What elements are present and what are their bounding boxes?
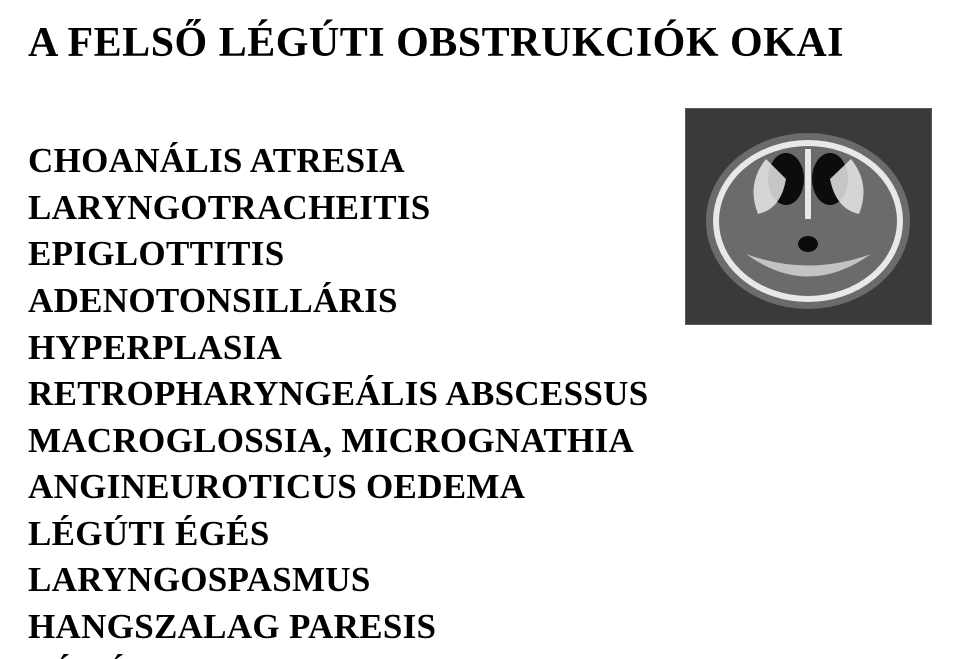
list-item: RETROPHARYNGEÁLIS ABSCESSUS: [28, 371, 655, 418]
ct-scan-figure: [685, 108, 932, 325]
list-item: MACROGLOSSIA, MICROGNATHIA: [28, 418, 655, 465]
list-item: HANGSZALAG PARESIS: [28, 604, 655, 651]
list-item: ADENOTONSILLÁRIS HYPERPLASIA: [28, 278, 655, 371]
content-row: CHOANÁLIS ATRESIA LARYNGOTRACHEITIS EPIG…: [28, 138, 932, 659]
list-item: LARYNGOSPASMUS: [28, 557, 655, 604]
list-item: CHOANÁLIS ATRESIA: [28, 138, 655, 185]
causes-list: CHOANÁLIS ATRESIA LARYNGOTRACHEITIS EPIG…: [28, 138, 655, 659]
slide: A FELSŐ LÉGÚTI OBSTRUKCIÓK OKAI CHOANÁLI…: [0, 0, 960, 659]
list-item: LARYNGOTRACHEITIS: [28, 185, 655, 232]
slide-title: A FELSŐ LÉGÚTI OBSTRUKCIÓK OKAI: [28, 18, 932, 68]
list-item: EPIGLOTTITIS: [28, 231, 655, 278]
list-item: LÉGÚTI ÉGÉS: [28, 511, 655, 558]
ct-scan-icon: [686, 109, 931, 324]
list-item: LÉGÚTI IDEGENTEST: [28, 650, 655, 659]
list-item: ANGINEUROTICUS OEDEMA: [28, 464, 655, 511]
